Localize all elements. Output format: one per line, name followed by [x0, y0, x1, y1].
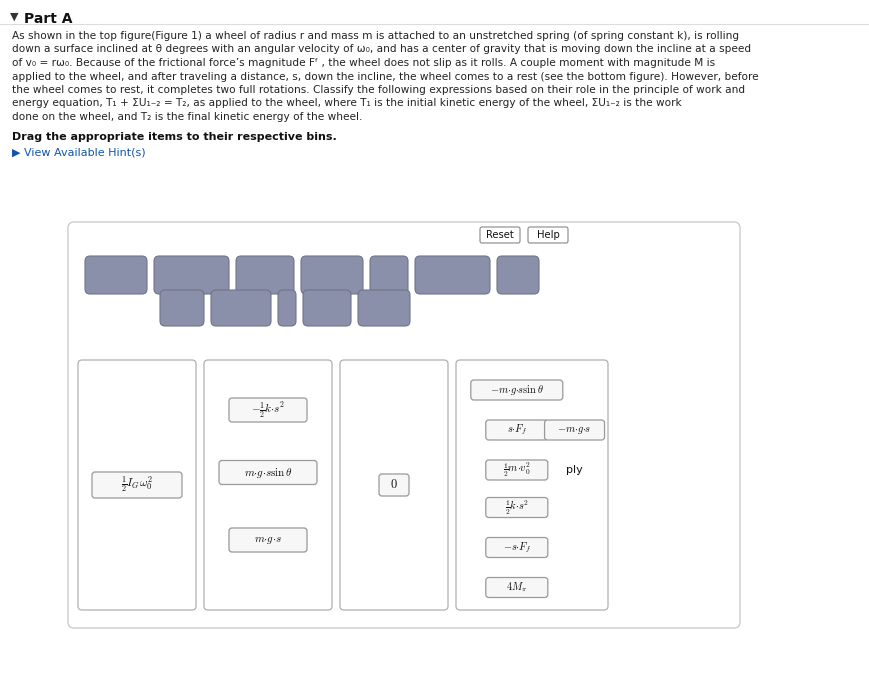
Text: $s{\cdot}F_f$: $s{\cdot}F_f$	[507, 423, 527, 437]
FancyBboxPatch shape	[85, 256, 147, 294]
FancyBboxPatch shape	[278, 290, 296, 326]
Text: Part A: Part A	[24, 12, 72, 26]
Text: Drag the appropriate items to their respective bins.: Drag the appropriate items to their resp…	[12, 132, 337, 141]
Text: ply: ply	[567, 465, 583, 475]
FancyBboxPatch shape	[92, 472, 182, 498]
Text: down a surface inclined at θ degrees with an angular velocity of ω₀, and has a c: down a surface inclined at θ degrees wit…	[12, 44, 751, 55]
FancyBboxPatch shape	[358, 290, 410, 326]
FancyBboxPatch shape	[486, 420, 547, 440]
FancyBboxPatch shape	[486, 497, 547, 518]
Text: the wheel comes to rest, it completes two full rotations. Classify the following: the wheel comes to rest, it completes tw…	[12, 85, 745, 95]
FancyBboxPatch shape	[340, 360, 448, 610]
FancyBboxPatch shape	[301, 256, 363, 294]
FancyBboxPatch shape	[456, 360, 608, 610]
FancyBboxPatch shape	[204, 360, 332, 610]
Text: $\frac{1}{2}k{\cdot}s^2$: $\frac{1}{2}k{\cdot}s^2$	[505, 498, 529, 517]
FancyBboxPatch shape	[68, 222, 740, 628]
Text: Help: Help	[537, 230, 560, 240]
Text: As shown in the top figure(Figure 1) a wheel of radius r and mass m is attached : As shown in the top figure(Figure 1) a w…	[12, 31, 740, 41]
FancyBboxPatch shape	[545, 420, 605, 440]
Text: Do    ply: Do ply	[507, 478, 556, 491]
Text: applied to the wheel, and after traveling a distance, s, down the incline, the w: applied to the wheel, and after travelin…	[12, 72, 759, 81]
FancyBboxPatch shape	[78, 360, 196, 610]
FancyBboxPatch shape	[229, 398, 307, 422]
FancyBboxPatch shape	[486, 460, 547, 480]
FancyBboxPatch shape	[211, 290, 271, 326]
FancyBboxPatch shape	[154, 256, 229, 294]
Text: $-m{\cdot}g{\cdot}s \sin \theta$: $-m{\cdot}g{\cdot}s \sin \theta$	[490, 383, 544, 397]
FancyBboxPatch shape	[303, 290, 351, 326]
Text: done on the wheel, and T₂ is the final kinetic energy of the wheel.: done on the wheel, and T₂ is the final k…	[12, 112, 362, 122]
Text: $m{\cdot}g{\cdot}s$: $m{\cdot}g{\cdot}s$	[254, 535, 282, 546]
Text: ▼: ▼	[10, 12, 18, 22]
Text: $\frac{1}{2}m{\cdot}v_0^2$: $\frac{1}{2}m{\cdot}v_0^2$	[503, 460, 531, 480]
FancyBboxPatch shape	[415, 256, 490, 294]
Text: $4 M_\pi$: $4 M_\pi$	[506, 581, 527, 594]
FancyBboxPatch shape	[219, 460, 317, 484]
Text: of v₀ = rω₀. Because of the frictional force’s magnitude Fᶠ , the wheel does not: of v₀ = rω₀. Because of the frictional f…	[12, 58, 715, 68]
FancyBboxPatch shape	[528, 227, 568, 243]
FancyBboxPatch shape	[229, 528, 307, 552]
Text: energy equation, T₁ + ΣU₁₋₂ = T₂, as applied to the wheel, where T₁ is the initi: energy equation, T₁ + ΣU₁₋₂ = T₂, as app…	[12, 99, 681, 108]
FancyBboxPatch shape	[480, 227, 520, 243]
FancyBboxPatch shape	[236, 256, 294, 294]
Text: $-m{\cdot}g{\cdot}s$: $-m{\cdot}g{\cdot}s$	[557, 424, 592, 435]
Text: $m{\cdot}g{\cdot}s \sin \theta$: $m{\cdot}g{\cdot}s \sin \theta$	[243, 466, 292, 480]
FancyBboxPatch shape	[160, 290, 204, 326]
Text: ▶ View Available Hint(s): ▶ View Available Hint(s)	[12, 148, 146, 157]
FancyBboxPatch shape	[379, 474, 409, 496]
Text: $-s{\cdot}F_f$: $-s{\cdot}F_f$	[502, 540, 531, 555]
FancyBboxPatch shape	[486, 538, 547, 558]
Text: $0$: $0$	[390, 478, 398, 491]
FancyBboxPatch shape	[471, 380, 563, 400]
FancyBboxPatch shape	[486, 578, 547, 598]
Text: $\frac{1}{2} I_G\omega_0^2$: $\frac{1}{2} I_G\omega_0^2$	[121, 475, 153, 495]
Text: Reset: Reset	[486, 230, 514, 240]
FancyBboxPatch shape	[497, 256, 539, 294]
Text: $-\frac{1}{2}k{\cdot}s^2$: $-\frac{1}{2}k{\cdot}s^2$	[251, 400, 285, 420]
FancyBboxPatch shape	[370, 256, 408, 294]
